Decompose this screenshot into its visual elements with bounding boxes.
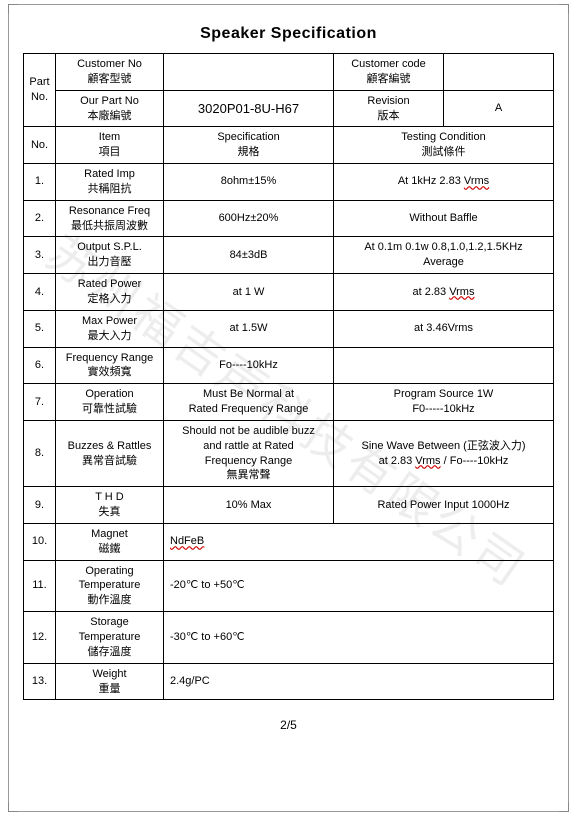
row-no: 8. (24, 420, 56, 486)
row-test: at 2.83 Vrms (334, 274, 554, 311)
revision-label: Revision版本 (334, 90, 444, 127)
row-item: Frequency Range實效頻寬 (56, 347, 164, 384)
row-item: Rated Imp共稱阻抗 (56, 164, 164, 201)
part-no-label: PartNo. (24, 54, 56, 127)
header-row-2: Our Part No本廠編號 3020P01-8U-H67 Revision版… (24, 90, 554, 127)
row-no: 11. (24, 560, 56, 612)
row-test: Sine Wave Between (正弦波入力)at 2.83 Vrms / … (334, 420, 554, 486)
customer-code-label: Customer code顧客編號 (334, 54, 444, 91)
our-part-no-label: Our Part No本廠編號 (56, 90, 164, 127)
corner-tr (559, 4, 569, 14)
table-row: 2.Resonance Freq最低共振周波數600Hz±20%Without … (24, 200, 554, 237)
row-spec: 84±3dB (164, 237, 334, 274)
row-spec: at 1.5W (164, 310, 334, 347)
table-row: 1.Rated Imp共稱阻抗8ohm±15%At 1kHz 2.83 Vrms (24, 164, 554, 201)
row-no: 4. (24, 274, 56, 311)
header-row-1: PartNo. Customer No顧客型號 Customer code顧客編… (24, 54, 554, 91)
page-title: Speaker Specification (23, 25, 554, 43)
customer-code-value (444, 54, 554, 91)
col-test-header: Testing Condition測試條件 (334, 127, 554, 164)
row-spec: -30℃ to +60℃ (164, 612, 554, 664)
revision-value: A (444, 90, 554, 127)
customer-no-label: Customer No顧客型號 (56, 54, 164, 91)
row-test: Program Source 1WF0-----10kHz (334, 384, 554, 421)
our-part-no-value: 3020P01-8U-H67 (164, 90, 334, 127)
row-test (334, 347, 554, 384)
document-content: Speaker Specification PartNo. Customer N… (9, 5, 568, 742)
table-row: 9.T H D失真10% MaxRated Power Input 1000Hz (24, 487, 554, 524)
table-row: 7.Operation可靠性試驗Must Be Normal atRated F… (24, 384, 554, 421)
row-spec: 600Hz±20% (164, 200, 334, 237)
row-item: Buzzes & Rattles異常音試驗 (56, 420, 164, 486)
row-spec: NdFeB (164, 523, 554, 560)
row-item: OperatingTemperature動作溫度 (56, 560, 164, 612)
row-spec: 10% Max (164, 487, 334, 524)
row-item: Operation可靠性試驗 (56, 384, 164, 421)
corner-tl (8, 4, 18, 14)
row-test: Rated Power Input 1000Hz (334, 487, 554, 524)
row-no: 6. (24, 347, 56, 384)
row-no: 2. (24, 200, 56, 237)
row-item: Resonance Freq最低共振周波數 (56, 200, 164, 237)
table-row: 4.Rated Power定格入力at 1 Wat 2.83 Vrms (24, 274, 554, 311)
table-row: 5.Max Power最大入力at 1.5Wat 3.46Vrms (24, 310, 554, 347)
table-row: 11.OperatingTemperature動作溫度-20℃ to +50℃ (24, 560, 554, 612)
row-item: Rated Power定格入力 (56, 274, 164, 311)
row-no: 12. (24, 612, 56, 664)
corner-bl (8, 802, 18, 812)
col-spec-header: Specification規格 (164, 127, 334, 164)
customer-no-value (164, 54, 334, 91)
row-test: At 0.1m 0.1w 0.8,1.0,1.2,1.5KHzAverage (334, 237, 554, 274)
row-spec: Should not be audible buzzand rattle at … (164, 420, 334, 486)
row-item: Output S.P.L.出力音壓 (56, 237, 164, 274)
row-test: at 3.46Vrms (334, 310, 554, 347)
row-item: StorageTemperature儲存溫度 (56, 612, 164, 664)
row-spec: -20℃ to +50℃ (164, 560, 554, 612)
row-item: Magnet磁鐵 (56, 523, 164, 560)
row-spec: 2.4g/PC (164, 663, 554, 700)
spec-table: PartNo. Customer No顧客型號 Customer code顧客編… (23, 53, 554, 700)
row-no: 5. (24, 310, 56, 347)
row-test: At 1kHz 2.83 Vrms (334, 164, 554, 201)
row-no: 7. (24, 384, 56, 421)
table-row: 3.Output S.P.L.出力音壓84±3dBAt 0.1m 0.1w 0.… (24, 237, 554, 274)
table-row: 12.StorageTemperature儲存溫度-30℃ to +60℃ (24, 612, 554, 664)
row-item: T H D失真 (56, 487, 164, 524)
table-row: 8.Buzzes & Rattles異常音試驗Should not be aud… (24, 420, 554, 486)
row-spec: Must Be Normal atRated Frequency Range (164, 384, 334, 421)
table-row: 10.Magnet磁鐵NdFeB (24, 523, 554, 560)
row-no: 10. (24, 523, 56, 560)
table-row: 6.Frequency Range實效頻寬Fo----10kHz (24, 347, 554, 384)
col-no-header: No. (24, 127, 56, 164)
row-no: 13. (24, 663, 56, 700)
row-no: 3. (24, 237, 56, 274)
table-row: 13.Weight重量2.4g/PC (24, 663, 554, 700)
row-test: Without Baffle (334, 200, 554, 237)
page-frame: 苏州福吉声科技有限公司 Speaker Specification PartNo… (8, 4, 569, 812)
row-item: Weight重量 (56, 663, 164, 700)
row-spec: at 1 W (164, 274, 334, 311)
row-no: 9. (24, 487, 56, 524)
row-item: Max Power最大入力 (56, 310, 164, 347)
row-spec: Fo----10kHz (164, 347, 334, 384)
column-header-row: No. Item項目 Specification規格 Testing Condi… (24, 127, 554, 164)
corner-br (559, 802, 569, 812)
row-spec: 8ohm±15% (164, 164, 334, 201)
col-item-header: Item項目 (56, 127, 164, 164)
page-number: 2/5 (23, 718, 554, 732)
row-no: 1. (24, 164, 56, 201)
